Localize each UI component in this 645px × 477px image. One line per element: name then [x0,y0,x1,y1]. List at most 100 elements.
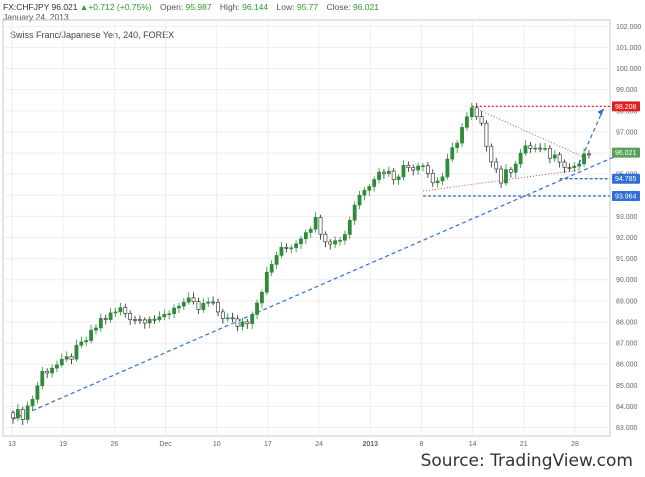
candle-body [230,317,235,320]
candle-body [562,161,567,168]
candle-body [552,154,557,159]
candle-body [523,145,528,154]
y-tick-label: 89.000 [616,298,638,305]
candle-body [411,167,416,171]
candle-body [547,148,552,159]
candle-body [333,240,338,245]
candle-body [367,186,372,191]
candle-body [55,364,59,369]
candle-body [128,313,133,320]
candle-body [416,165,421,171]
resistance-price-label: 98.208 [615,104,637,111]
candle-body [147,318,152,324]
candle-body [284,246,289,249]
candle-body [543,148,547,150]
candle-body [518,152,523,165]
candle-body [225,317,230,320]
candle-body [455,142,460,148]
y-tick-label: 93.000 [616,214,638,221]
candle-body [391,170,396,180]
x-tick-label: 13 [8,441,16,448]
support-price-label: 93.964 [615,194,637,201]
candle-body [352,204,357,221]
candle-body [89,329,93,341]
candle-body [255,302,259,315]
y-tick-label: 97.000 [616,129,638,136]
candle-body [84,340,89,343]
candle-body [494,161,499,170]
symbol-header: FX:CHFJPY 96.021 ▲+0.712 (+0.75%) Open: … [3,2,379,12]
last-price-tag [612,147,640,158]
candle-body [289,247,294,250]
y-tick-label: 92.000 [616,235,638,242]
candle-body [577,163,582,167]
header-date: January 24, 2013 [3,12,69,22]
candle-body [386,170,391,174]
candle-body [103,318,108,320]
candle-body [196,301,201,310]
up-arrow-icon: ▲ [79,2,89,12]
candle-body [69,356,74,360]
y-tick-label: 99.000 [616,87,638,94]
low-value: 95.77 [296,2,319,12]
candle-body [445,158,450,178]
candle-body [162,314,167,318]
candle-body [372,179,377,187]
candle-body [425,165,430,174]
y-tick-label: 98.000 [616,108,638,115]
x-tick-label: 17 [264,441,272,448]
y-tick-label: 90.000 [616,277,638,284]
candle-body [108,312,113,320]
candle-body [528,145,533,149]
candle-body [377,171,381,180]
candle-body [98,318,103,329]
candle-body [123,307,128,314]
candle-body [557,154,562,163]
candle-body [274,255,279,265]
candle-body [186,297,191,303]
support-price-tag [612,191,640,202]
y-tick-label: 84.000 [616,404,638,411]
uptrend-line [12,150,629,420]
candle-body [533,147,538,150]
candle-body [587,153,591,156]
candle-body [25,405,30,420]
candle-body [347,220,352,235]
candle-body [113,311,118,314]
candle-body [299,238,303,245]
price-tags: 98.208 96.021 94.785 93.964 [422,101,640,202]
candle-body [177,305,181,309]
x-tick-label: 28 [571,441,579,448]
candle-body [201,303,206,310]
candle-body [142,319,147,324]
candle-body [264,271,269,293]
plot-frame [2,19,611,437]
candle-body [118,307,123,313]
candle-body [59,358,64,366]
candle-body [11,412,15,419]
candle-body [279,246,284,256]
candle-body [338,239,342,242]
candle-body [20,409,25,420]
candle-body [269,264,274,273]
candle-body [30,399,35,407]
candle-body [45,371,50,374]
candle-body [74,344,79,360]
candle-body [342,234,347,241]
candle-body [430,173,435,184]
candle-body [406,165,411,168]
candle-body [303,232,308,240]
candle-body [538,147,543,150]
symbol-name: FX:CHFJPY [3,2,50,12]
candle-body [465,116,469,128]
candle-body [250,314,255,324]
candle-body [206,301,211,304]
candle-body [181,301,186,307]
candle-body [138,319,142,321]
last-price: 96.021 [51,2,78,12]
high-value: 96.144 [242,2,269,12]
candle-body [489,145,494,163]
candle-body [567,167,572,169]
candle-body [94,327,98,331]
